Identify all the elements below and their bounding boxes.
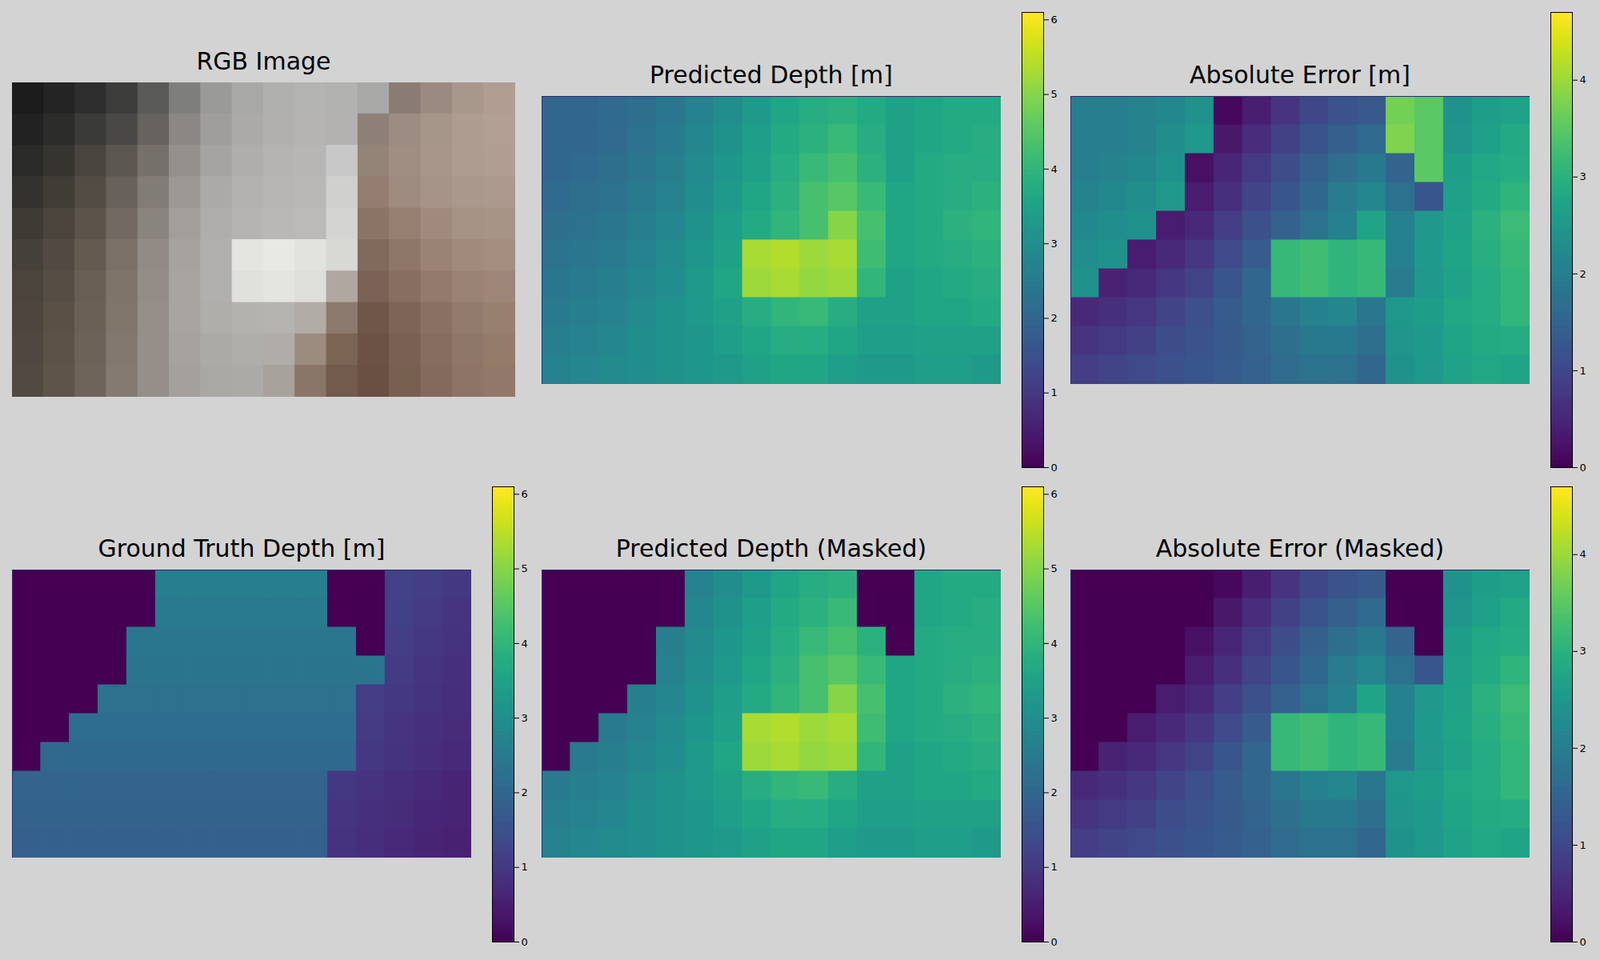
svg-text:6: 6 (521, 488, 528, 500)
svg-text:5: 5 (1051, 562, 1058, 575)
svg-text:0: 0 (1580, 461, 1587, 474)
svg-text:4: 4 (1580, 73, 1587, 86)
svg-text:2: 2 (1051, 786, 1058, 799)
svg-text:1: 1 (1580, 839, 1587, 852)
html-text:Predicted Depth [m]: Predicted Depth [m] (649, 60, 893, 89)
svg-text:1: 1 (1580, 364, 1587, 377)
svg-text:0: 0 (521, 936, 528, 948)
html-text:Predicted Depth (Masked): Predicted Depth (Masked) (615, 534, 927, 563)
svg-text:3: 3 (1580, 644, 1587, 657)
svg-text:0: 0 (1051, 936, 1058, 948)
svg-text:5: 5 (1051, 88, 1058, 100)
svg-text:4: 4 (1051, 637, 1058, 650)
svg-text:4: 4 (1580, 548, 1587, 560)
svg-text:3: 3 (521, 712, 528, 724)
svg-text:4: 4 (521, 637, 528, 650)
svg-text:0: 0 (1051, 461, 1058, 474)
svg-text:0: 0 (1580, 936, 1587, 948)
html-text:Absolute Error (Masked): Absolute Error (Masked) (1155, 534, 1445, 563)
svg-text:1: 1 (1051, 386, 1058, 399)
svg-text:3: 3 (1051, 712, 1058, 724)
html-text:Ground Truth Depth [m]: Ground Truth Depth [m] (98, 534, 386, 563)
svg-text:2: 2 (1580, 268, 1587, 280)
svg-text:3: 3 (1580, 170, 1587, 183)
svg-text:6: 6 (1051, 13, 1058, 26)
html-text:RGB Image: RGB Image (196, 47, 331, 76)
svg-text:3: 3 (1051, 237, 1058, 250)
svg-text:2: 2 (1580, 742, 1587, 755)
svg-text:2: 2 (521, 786, 528, 799)
html-text:Absolute Error [m]: Absolute Error [m] (1189, 60, 1411, 89)
svg-text:1: 1 (1051, 860, 1058, 873)
svg-text:1: 1 (521, 860, 528, 873)
svg-text:5: 5 (521, 562, 528, 575)
svg-text:4: 4 (1051, 163, 1058, 176)
svg-text:2: 2 (1051, 312, 1058, 324)
svg-text:6: 6 (1051, 488, 1058, 500)
